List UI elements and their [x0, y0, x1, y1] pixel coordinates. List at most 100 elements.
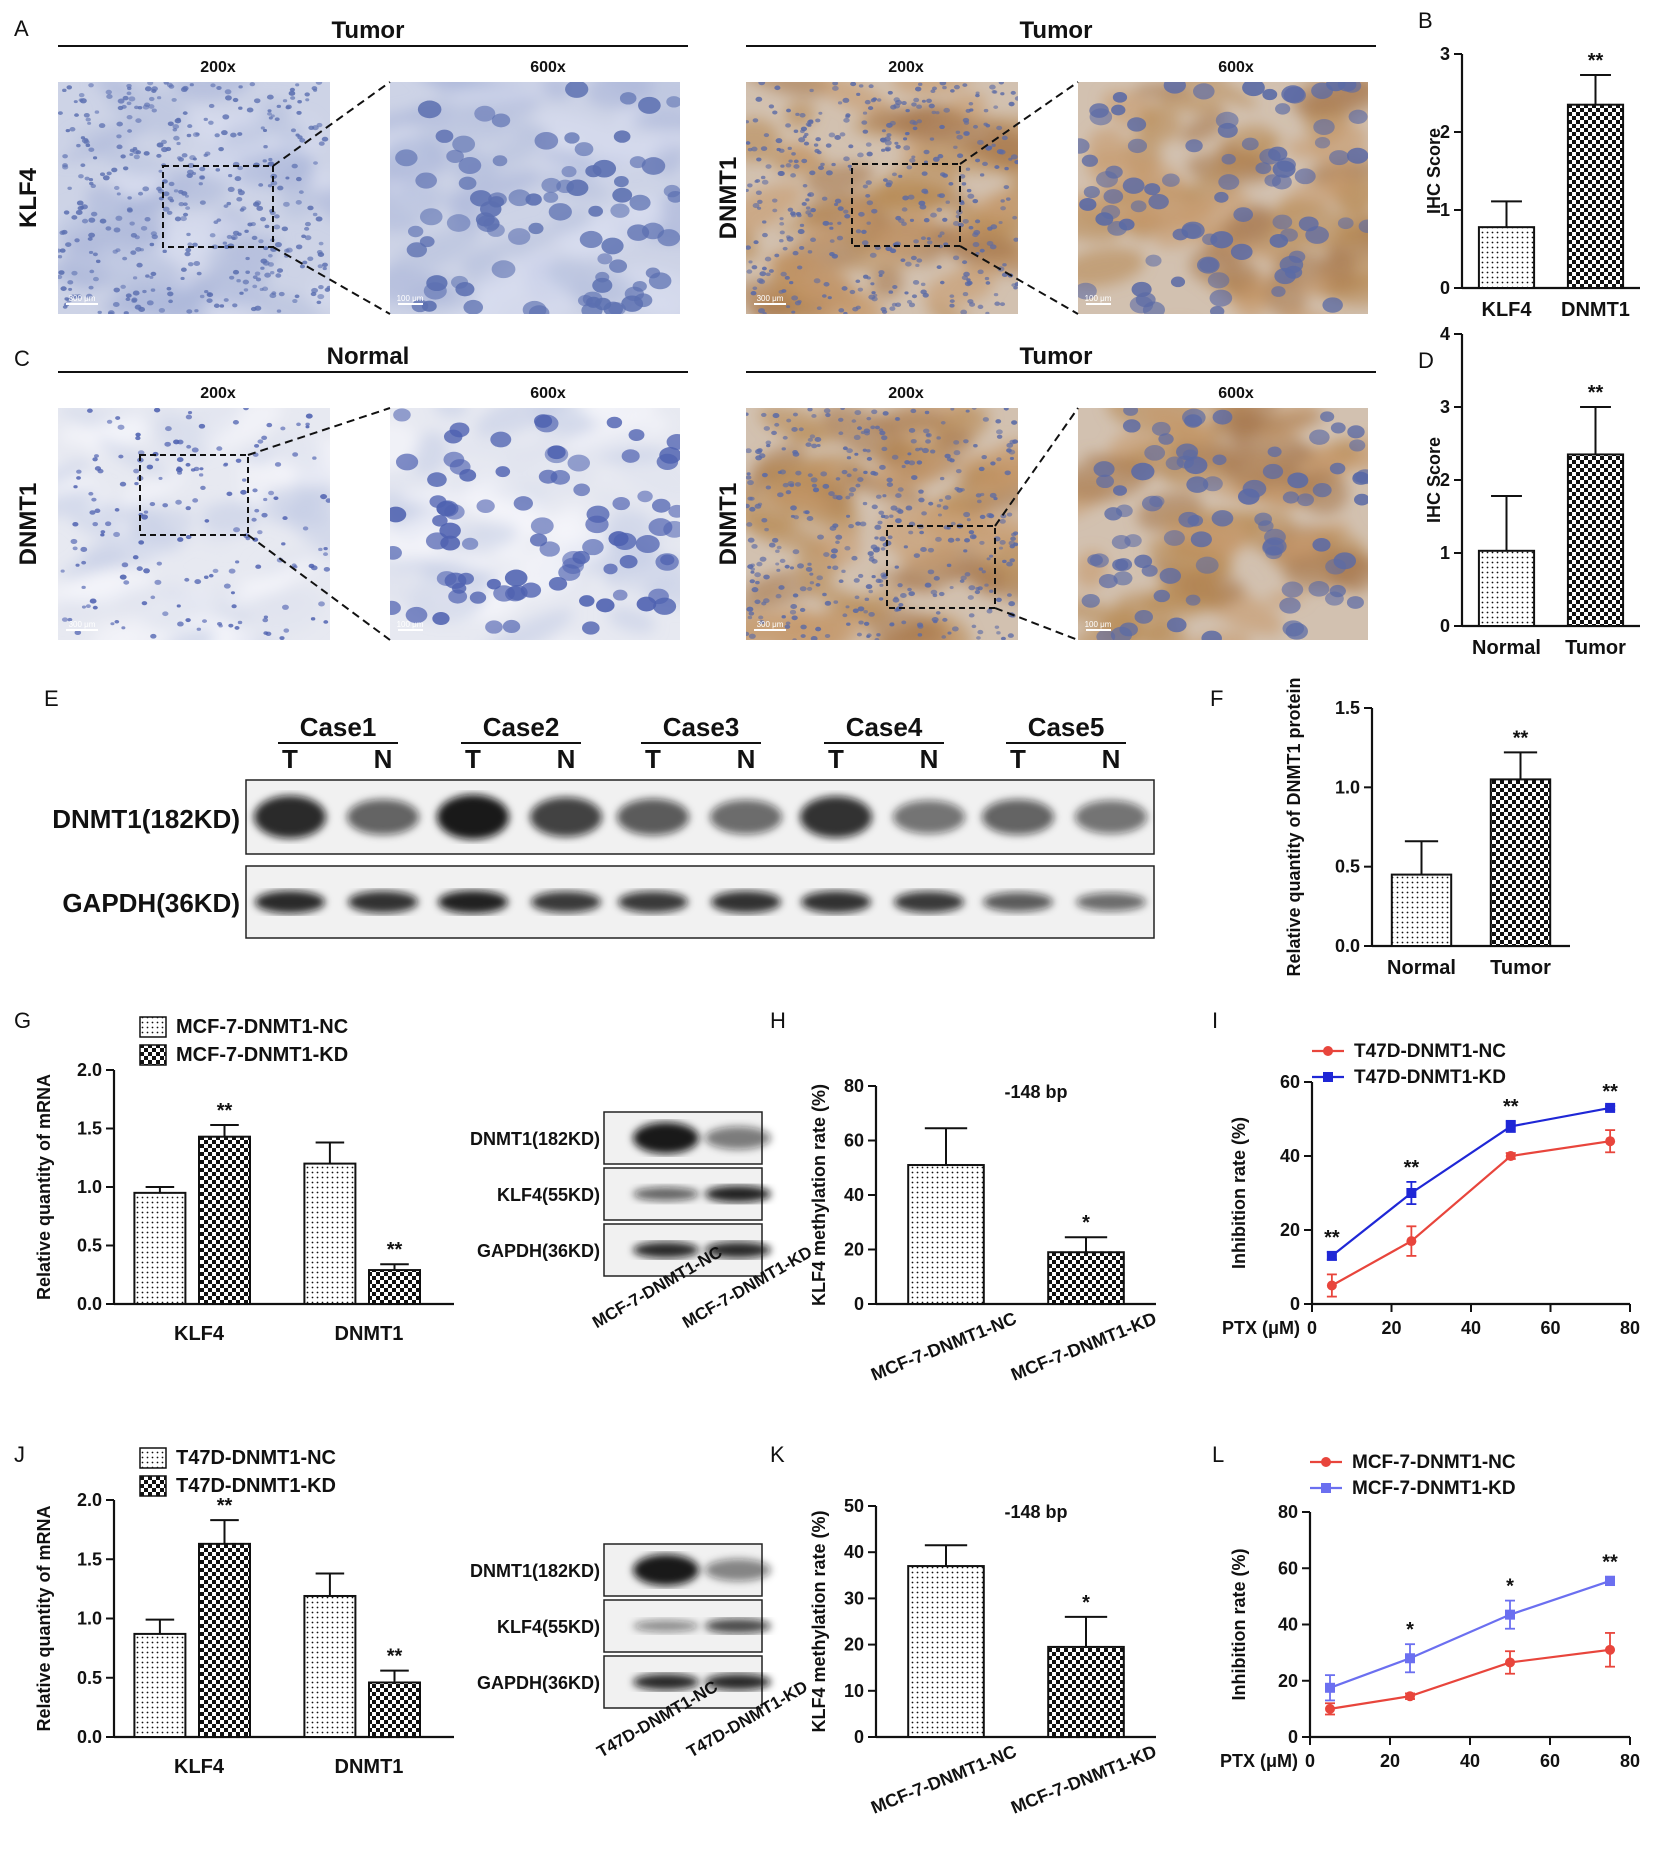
nucleus [985, 123, 991, 128]
nucleus [912, 121, 918, 126]
nucleus [310, 291, 317, 297]
nucleus [210, 83, 216, 88]
tissue-patch [1226, 408, 1261, 442]
nucleus [541, 177, 562, 193]
nucleus [1000, 92, 1005, 96]
legend-label: T47D-DNMT1-KD [176, 1475, 336, 1497]
nucleus [417, 100, 442, 119]
nucleus [874, 536, 879, 540]
nucleus [956, 487, 963, 493]
nucleus [432, 514, 448, 527]
nucleus [782, 482, 789, 488]
significance-mark: ** [387, 1646, 403, 1668]
tissue-patch [445, 86, 548, 103]
nucleus [182, 111, 188, 115]
nucleus [72, 521, 79, 527]
nucleus [802, 135, 807, 139]
nucleus [425, 532, 449, 550]
nucleus [850, 82, 857, 87]
nucleus [792, 593, 799, 598]
nucleus [106, 94, 113, 99]
nucleus [507, 585, 528, 601]
blot-e-label-gapdh: GAPDH(36KD) [62, 888, 240, 918]
y-tick-label: 60 [844, 1131, 864, 1151]
tissue-patch [898, 541, 962, 570]
nucleus [889, 514, 894, 518]
nucleus [258, 239, 264, 244]
nucleus [800, 634, 806, 638]
nucleus [809, 572, 814, 576]
blot-band [347, 799, 419, 835]
tissue-patch [592, 490, 672, 532]
nucleus [774, 422, 780, 427]
nucleus [276, 104, 282, 109]
nucleus [806, 515, 814, 522]
nucleus [960, 309, 968, 314]
micro-a-right-mag-low: 200x [888, 59, 924, 76]
nucleus [260, 126, 265, 130]
nucleus [1010, 536, 1016, 541]
nucleus [58, 255, 63, 259]
nucleus [895, 144, 901, 149]
nucleus [795, 112, 800, 116]
nucleus [223, 204, 229, 208]
blot-e-dnmt1 [245, 779, 1155, 855]
nucleus [772, 198, 778, 203]
blot-band [255, 890, 325, 914]
nucleus [1153, 589, 1171, 603]
nucleus [949, 303, 955, 308]
nucleus [880, 514, 886, 519]
nucleus [304, 221, 311, 227]
nucleus [974, 590, 981, 595]
nucleus [458, 157, 482, 175]
nucleus [621, 449, 640, 463]
nucleus [968, 101, 974, 106]
chart-title: -148 bp [1004, 1502, 1067, 1522]
nucleus [803, 510, 808, 514]
nucleus [1009, 457, 1014, 461]
nucleus [655, 553, 679, 571]
tissue-texture [58, 408, 330, 640]
nucleus [814, 436, 822, 443]
nucleus [1124, 534, 1142, 548]
nucleus [79, 98, 87, 104]
nucleus [950, 408, 955, 411]
nucleus [881, 435, 888, 441]
nucleus [891, 454, 899, 460]
nucleus [919, 530, 925, 535]
nucleus [1298, 216, 1319, 232]
nucleus [295, 83, 300, 87]
nucleus [126, 207, 133, 212]
nucleus [1264, 174, 1281, 187]
nucleus [959, 579, 965, 583]
nucleus [1006, 442, 1014, 448]
nucleus [755, 190, 762, 196]
y-tick-label: 0 [1440, 278, 1450, 298]
nucleus [979, 514, 986, 520]
nucleus [868, 84, 874, 89]
nucleus [836, 235, 844, 241]
lane-t: T [282, 744, 298, 774]
x-category-label: Normal [1387, 957, 1456, 979]
nucleus [122, 166, 129, 171]
x-category-label: DNMT1 [1561, 299, 1630, 321]
nucleus [792, 412, 798, 417]
nucleus [965, 409, 970, 413]
nucleus [285, 176, 290, 180]
nucleus [912, 279, 920, 285]
nucleus [870, 425, 876, 430]
nucleus [1354, 493, 1368, 506]
nucleus [890, 505, 898, 511]
nucleus [764, 527, 769, 532]
nucleus [202, 619, 207, 623]
nucleus [794, 482, 802, 487]
nucleus [548, 203, 572, 221]
nucleus [579, 595, 595, 607]
nucleus [1320, 411, 1335, 422]
nucleus [962, 117, 970, 123]
nucleus [268, 157, 273, 162]
bar [1047, 1251, 1125, 1305]
nucleus [918, 489, 924, 494]
tissue-patch [1335, 174, 1368, 212]
nucleus [809, 581, 815, 585]
